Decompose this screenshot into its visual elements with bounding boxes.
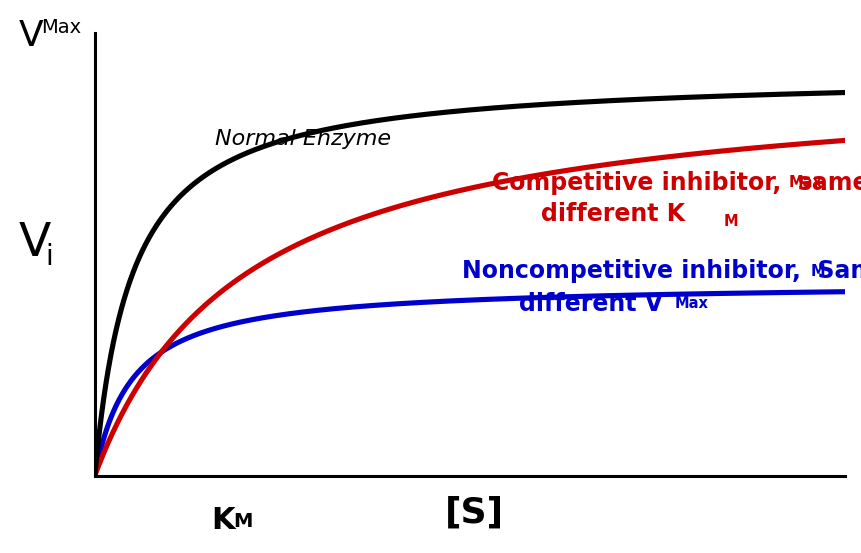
Text: Max: Max — [788, 175, 821, 190]
Text: Max: Max — [41, 18, 82, 37]
Text: M: M — [810, 264, 825, 279]
Text: M: M — [722, 213, 737, 229]
Text: i: i — [46, 243, 53, 271]
Text: Noncompetitive inhibitor,  Same K: Noncompetitive inhibitor, Same K — [461, 259, 861, 283]
Text: Normal Enzyme: Normal Enzyme — [214, 129, 391, 149]
Text: different K: different K — [541, 202, 684, 226]
Text: Competitive inhibitor,  same V: Competitive inhibitor, same V — [492, 171, 861, 195]
Text: V: V — [19, 221, 52, 266]
Text: V: V — [19, 19, 44, 53]
Text: different V: different V — [518, 293, 662, 316]
Text: M: M — [232, 512, 252, 530]
Text: [S]: [S] — [444, 496, 503, 530]
Text: K: K — [212, 506, 235, 535]
Text: Max: Max — [674, 296, 708, 311]
